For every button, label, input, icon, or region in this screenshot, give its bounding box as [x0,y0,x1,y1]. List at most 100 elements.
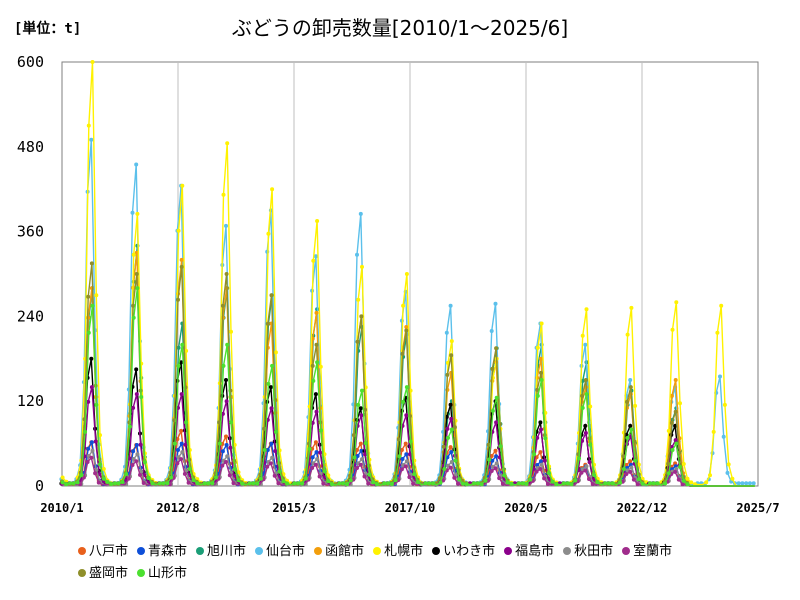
data-point [139,469,144,474]
data-point [401,303,406,308]
data-point [624,472,629,476]
y-tick-label: 120 [17,392,44,410]
data-point [93,439,98,444]
data-point [580,333,585,338]
data-point [401,399,406,404]
data-point [206,481,211,486]
data-point [722,402,727,407]
data-point [351,433,356,438]
data-point [127,456,132,461]
data-point [255,481,260,486]
data-point [689,480,694,485]
data-point [135,452,140,457]
data-point [134,162,139,167]
data-point [431,481,436,486]
data-point [678,464,682,469]
data-point [472,481,477,486]
data-point [538,450,543,455]
legend-marker-icon [137,569,146,577]
legend-label: 函館市 [325,544,365,559]
data-point [135,211,140,216]
data-point [315,457,320,462]
data-point [669,420,674,425]
data-point [583,423,588,428]
data-point [161,481,166,486]
data-point [81,475,86,480]
data-point [363,452,368,457]
data-point [404,325,409,329]
data-point [313,440,318,445]
data-point [655,481,660,486]
data-point [584,464,589,469]
data-point [94,402,99,407]
data-point [366,481,371,486]
data-point [195,481,200,486]
data-point [266,231,271,236]
data-point [494,346,499,351]
x-tick-label: 2010/1 [40,501,83,515]
data-point [588,442,593,447]
data-point [356,297,361,302]
y-tick-label: 360 [17,223,44,241]
data-point [397,454,402,459]
data-point [673,423,678,428]
data-point [539,370,543,375]
x-tick-label: 2017/10 [385,501,436,515]
data-point [629,305,634,310]
data-point [534,469,539,474]
data-point [539,321,544,326]
y-tick-label: 480 [17,138,44,156]
data-point [693,482,697,487]
data-point [461,481,465,486]
legend-label: いわき市 [443,544,496,559]
data-point [621,467,626,471]
data-point [176,297,180,302]
data-point [400,351,405,356]
data-point [502,473,507,478]
data-point [669,393,674,398]
data-point [528,477,533,482]
y-tick-label: 600 [17,53,44,71]
data-point [532,452,537,457]
data-point [404,328,409,333]
data-point [348,478,353,483]
data-point [479,482,484,487]
legend-marker-icon [137,547,146,555]
data-point [489,329,494,333]
legend-marker-icon [373,547,382,555]
data-point [321,481,326,486]
legend-item: 福島市 [504,541,554,563]
data-point [214,475,218,480]
data-point [247,481,252,486]
data-point [670,448,675,452]
data-point [75,480,80,485]
data-point [270,363,275,368]
data-point [352,455,357,460]
data-point [448,465,453,470]
data-point [538,420,543,425]
data-point [150,481,155,486]
data-point [131,252,136,257]
chart-title: ぶどうの卸売数量[2010/1～2025/6] [231,16,569,40]
data-point [94,468,99,473]
data-point [457,477,462,482]
data-point [98,462,102,467]
legend-item: 室蘭市 [622,541,672,563]
data-point [236,478,241,483]
data-point [674,300,679,305]
data-point [130,210,135,215]
data-point [85,460,90,464]
data-point [408,439,413,444]
data-point [640,481,645,486]
legend-marker-icon [432,547,441,555]
data-point [494,461,499,466]
data-point [676,477,681,482]
legend-item: 函館市 [314,541,364,563]
x-tick-label: 2012/8 [156,501,199,515]
data-point [400,457,405,461]
legend-item: 仙台市 [255,541,305,563]
data-point [751,481,756,486]
data-point [505,480,510,485]
data-point [93,471,98,476]
